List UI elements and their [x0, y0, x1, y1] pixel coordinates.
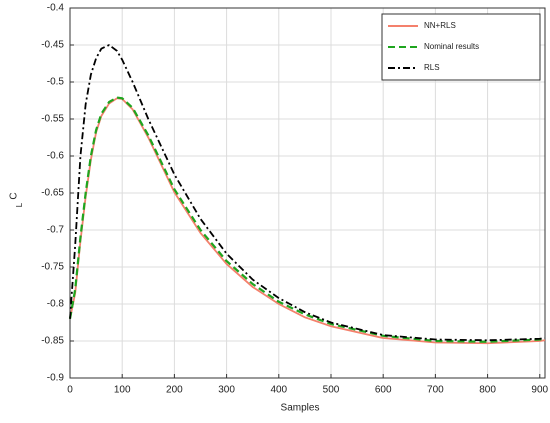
y-tick-label: -0.5 [47, 77, 65, 88]
y-tick-label: -0.7 [47, 225, 65, 236]
x-tick-label: 200 [166, 385, 183, 396]
series-line [69, 43, 546, 342]
x-tick-label: 900 [531, 385, 548, 396]
x-tick-label: 500 [323, 385, 340, 396]
x-tick-label: 0 [67, 385, 73, 396]
y-tick-label: -0.85 [41, 336, 64, 347]
y-tick-label: -0.4 [47, 3, 65, 14]
y-tick-label: -0.8 [47, 299, 65, 310]
series-line [68, 96, 546, 343]
y-axis-label-subscript: L [15, 202, 24, 207]
x-tick-label: 400 [270, 385, 287, 396]
x-tick-label: 700 [427, 385, 444, 396]
plot-frame [69, 7, 546, 379]
x-tick-label: 100 [114, 385, 131, 396]
x-tick-label: 800 [479, 385, 496, 396]
legend-label: NN+RLS [424, 21, 456, 30]
x-tick-label: 600 [375, 385, 392, 396]
legend-label: Nominal results [424, 42, 479, 51]
x-axis-label: Samples [281, 403, 320, 414]
y-axis-label: C [9, 192, 20, 199]
y-tick-label: -0.55 [41, 114, 64, 125]
legend-label: RLS [424, 63, 440, 72]
y-tick-label: -0.6 [47, 151, 65, 162]
y-tick-label: -0.75 [41, 262, 64, 273]
y-tick-label: -0.45 [41, 40, 64, 51]
x-tick-label: 300 [218, 385, 235, 396]
y-tick-label: -0.9 [47, 373, 65, 384]
y-tick-label: -0.65 [41, 188, 64, 199]
